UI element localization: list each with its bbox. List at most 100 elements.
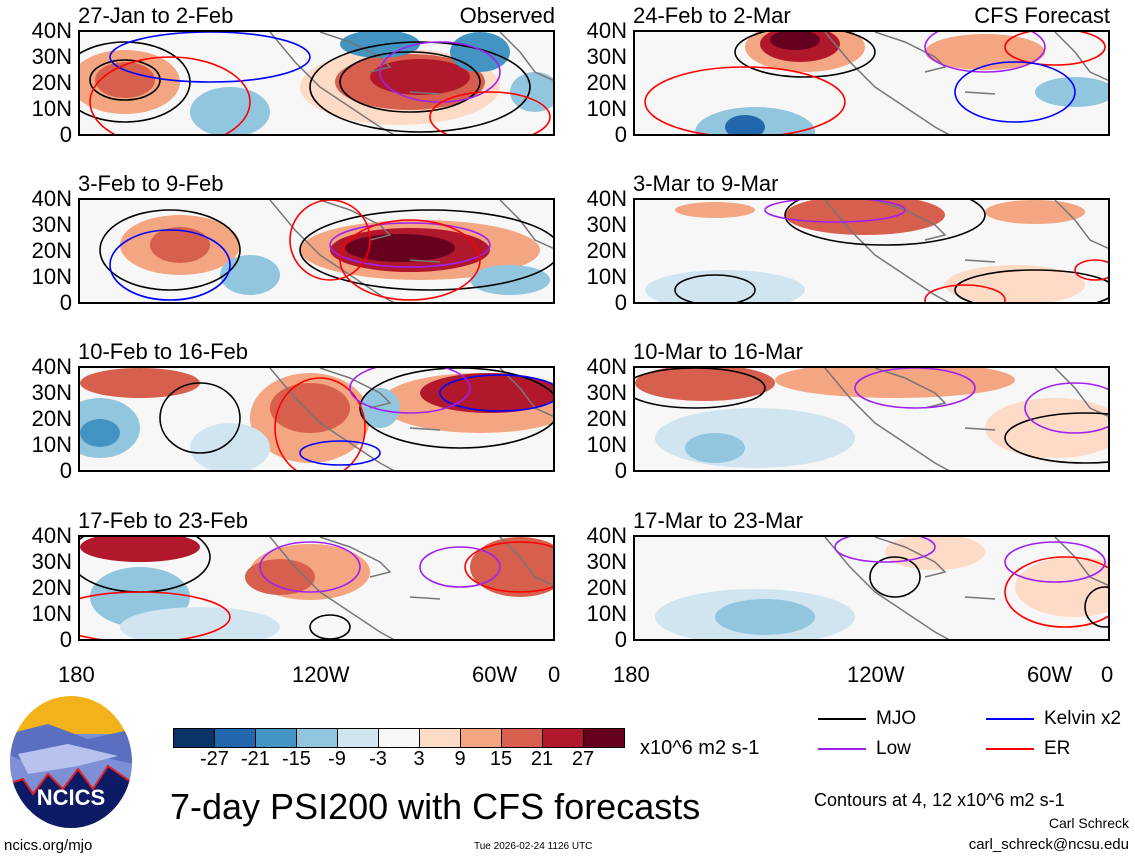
wave-contour — [1074, 259, 1108, 281]
wave-contour — [1004, 556, 1108, 628]
panel-period: 17-Mar to 23-Mar — [633, 508, 803, 533]
coastline — [269, 368, 553, 470]
wave-contour — [1004, 32, 1106, 66]
wave-contour — [339, 51, 481, 113]
y-tick: 10N — [586, 432, 627, 457]
wave-contour — [109, 32, 311, 83]
colorbar-labels: -27 -21 -15 -9 -3 3 9 15 21 27 — [173, 748, 628, 772]
wave-contour — [309, 614, 351, 639]
wave-contour — [299, 209, 553, 291]
email: carl_schreck@ncsu.edu — [968, 836, 1129, 853]
x-tick: 180 — [58, 662, 95, 687]
wave-contour — [924, 32, 1046, 73]
wave-contour — [379, 41, 501, 103]
x-tick: 120W — [292, 662, 350, 687]
anomaly-shading — [510, 72, 553, 112]
y-tick: 10N — [31, 432, 72, 457]
colorbar — [173, 728, 625, 748]
y-tick: 10N — [586, 264, 627, 289]
wave-contour — [734, 32, 876, 78]
panel-period: 27-Jan to 2-Feb — [78, 3, 234, 28]
mjo-line-icon — [818, 718, 866, 720]
psi200-map-panel — [78, 30, 555, 136]
panel-period: 10-Feb to 16-Feb — [78, 339, 248, 364]
colorbar-label: 27 — [571, 748, 595, 770]
panel-period: 3-Feb to 9-Feb — [78, 171, 224, 196]
wave-contour — [349, 368, 471, 414]
y-tick: 0 — [59, 122, 72, 147]
colorbar-label: 21 — [530, 748, 554, 770]
legend-label: Low — [876, 738, 911, 759]
site-link[interactable]: ncics.org/mjo — [4, 837, 93, 854]
anomaly-shading — [985, 398, 1108, 458]
colorbar-label: -27 — [200, 748, 229, 770]
wave-contour — [869, 556, 921, 598]
anomaly-shading — [770, 32, 820, 50]
y-tick: 20N — [586, 238, 627, 263]
y-tick: 30N — [586, 44, 627, 69]
wave-contour — [419, 546, 501, 588]
wave-contour — [954, 61, 1076, 123]
panel-period: 24-Feb to 2-Mar — [633, 3, 791, 28]
psi200-map-panel — [78, 198, 555, 304]
wave-contour — [99, 209, 241, 291]
y-tick: 40N — [31, 18, 72, 43]
anomaly-shading — [80, 537, 200, 562]
wave-contour — [274, 377, 366, 470]
colorbar-label: -21 — [241, 748, 270, 770]
anomaly-shading — [635, 368, 775, 401]
colorbar-swatch — [215, 729, 256, 747]
anomaly-shading — [725, 115, 765, 134]
anomaly-shading — [95, 62, 155, 98]
anomaly-shading — [80, 419, 120, 447]
y-tick: 0 — [59, 290, 72, 315]
x-tick: 0 — [548, 662, 561, 687]
wave-contour — [854, 368, 976, 409]
y-tick: 30N — [586, 380, 627, 405]
wave-contour — [89, 56, 251, 134]
figure-title: 7-day PSI200 with CFS forecasts — [170, 786, 701, 827]
legend-low: Low — [818, 738, 911, 760]
wave-contour — [159, 382, 241, 454]
anomaly-shading — [715, 599, 815, 635]
x-tick: 0 — [1101, 662, 1114, 687]
kelvin-line-icon — [986, 718, 1034, 720]
anomaly-shading — [655, 408, 855, 468]
colorbar-label: 15 — [489, 748, 513, 770]
wave-contour — [924, 284, 1006, 302]
y-tick: 20N — [31, 406, 72, 431]
anomaly-shading — [645, 270, 805, 302]
colorbar-label: -15 — [282, 748, 311, 770]
x-tick: 60W — [472, 662, 518, 687]
wave-contour — [339, 219, 481, 301]
anomaly-shading — [985, 200, 1085, 224]
wave-contour — [80, 591, 231, 639]
anomaly-shading — [1015, 557, 1108, 617]
colorbar-swatch — [379, 729, 420, 747]
author: Carl Schreck — [1048, 815, 1129, 831]
psi200-map-panel — [633, 30, 1110, 136]
wave-contour — [764, 200, 906, 223]
coastline — [269, 32, 553, 134]
low-line-icon — [818, 748, 866, 750]
anomaly-shading — [360, 388, 400, 428]
wave-contour — [89, 59, 161, 101]
coastline — [824, 368, 1108, 470]
anomaly-shading — [190, 87, 270, 134]
colorbar-swatch — [543, 729, 584, 747]
colorbar-units: x10^6 m2 s-1 — [640, 737, 760, 759]
y-tick: 40N — [31, 186, 72, 211]
anomaly-shading — [345, 234, 455, 262]
wave-contour — [309, 41, 531, 133]
anomaly-shading — [245, 559, 315, 595]
coastline — [824, 32, 1108, 134]
anomaly-shading — [370, 59, 470, 95]
anomaly-shading — [470, 537, 553, 597]
y-tick: 0 — [59, 627, 72, 652]
colorbar-swatch — [338, 729, 379, 747]
legend-label: ER — [1044, 738, 1071, 759]
y-tick: 30N — [31, 212, 72, 237]
anomaly-shading — [270, 383, 350, 433]
colorbar-swatch — [297, 729, 338, 747]
wave-contour — [635, 368, 766, 409]
